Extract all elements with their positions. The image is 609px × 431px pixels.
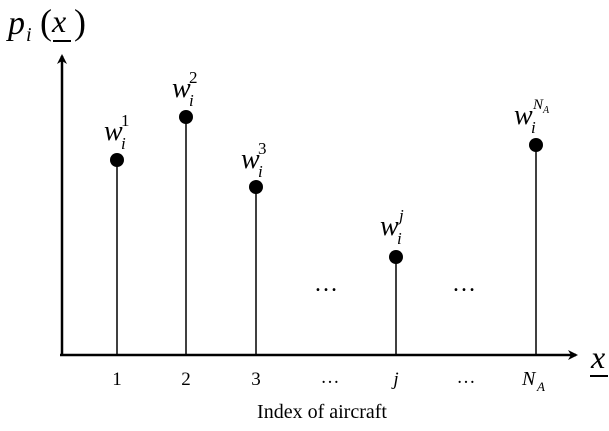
svg-text:1: 1 [121, 111, 130, 130]
stem-3: w i 3 [241, 139, 267, 355]
svg-text:w: w [104, 116, 123, 147]
stem-marker [529, 138, 543, 152]
weight-NA-sup: NA [532, 97, 550, 116]
tick-NA-base: N [521, 368, 537, 390]
stem-marker [110, 153, 124, 167]
tick-label-3: 3 [251, 369, 261, 390]
stem-weight-label: w i j [380, 206, 404, 248]
weight-NA-sub: i [531, 118, 536, 137]
svg-text:i: i [258, 162, 263, 181]
svg-text:i: i [397, 229, 402, 248]
stem-marker [249, 180, 263, 194]
tick-label-NA: N A [521, 368, 545, 394]
y-label-close-paren: ) [74, 2, 86, 42]
stem-marker [179, 110, 193, 124]
stem-j: w i j [380, 206, 404, 355]
ellipsis-plot-left: … [314, 271, 338, 297]
svg-text:3: 3 [258, 139, 267, 158]
svg-text:w: w [172, 73, 191, 104]
stem-weight-label: w i 2 [172, 68, 198, 110]
x-label-text: x [590, 339, 605, 375]
ellipsis-plot-right: … [452, 271, 476, 297]
tick-ellipsis-left: … [321, 367, 340, 388]
svg-text:w: w [241, 144, 260, 175]
svg-text:2: 2 [189, 68, 198, 87]
tick-ellipsis-right: … [457, 367, 476, 388]
tick-label-1: 1 [112, 369, 122, 390]
x-axis-title: Index of aircraft [257, 401, 387, 423]
tick-label-j: j [390, 369, 398, 390]
stem-marker [389, 250, 403, 264]
stem-weight-label: w i NA [514, 97, 550, 137]
y-axis-label: p i ( x ) [6, 2, 86, 46]
svg-text:i: i [189, 91, 194, 110]
y-label-sub: i [26, 24, 32, 46]
stem-2: w i 2 [172, 68, 198, 355]
stem-1: w i 1 [104, 111, 130, 355]
svg-text:i: i [121, 134, 126, 153]
x-axis-label: x [590, 339, 608, 377]
svg-text:w: w [380, 211, 399, 242]
y-label-base: p [6, 5, 25, 42]
tick-NA-sub: A [536, 379, 545, 394]
stem-weight-label: w i 3 [241, 139, 267, 181]
svg-text:j: j [397, 206, 404, 225]
y-label-open-paren: ( [40, 2, 52, 42]
stem-weight-label: w i 1 [104, 111, 130, 153]
weight-NA-base: w [514, 100, 533, 131]
tick-label-2: 2 [181, 369, 191, 390]
stem-NA: w i NA [514, 97, 550, 355]
y-label-arg: x [51, 3, 66, 39]
